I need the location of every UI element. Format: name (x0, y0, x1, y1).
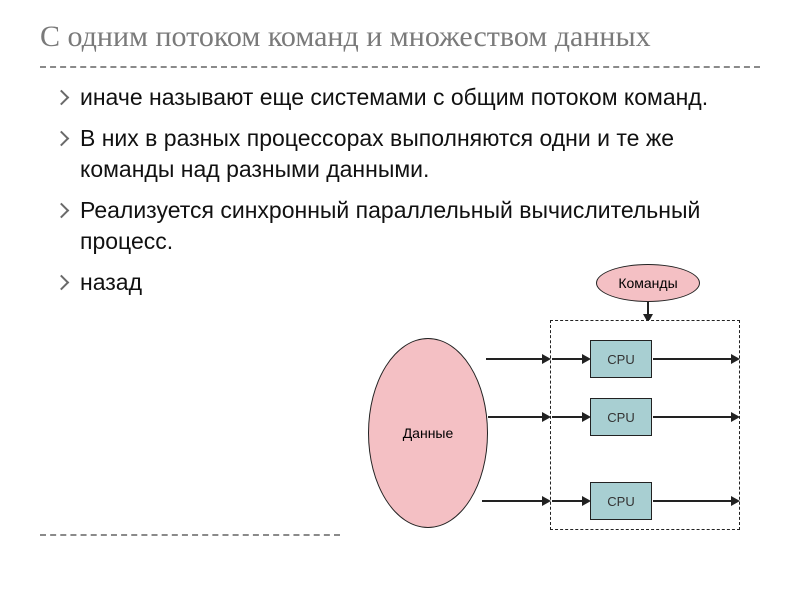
arrow-line (653, 358, 733, 360)
data-node: Данные (368, 338, 488, 528)
arrow-line (552, 358, 584, 360)
data-label: Данные (403, 425, 454, 441)
commands-node: Команды (596, 264, 700, 302)
arrow-line (653, 500, 733, 502)
cpu-box: CPU (590, 398, 652, 436)
arrow-line (482, 500, 544, 502)
arrow-head-icon (582, 412, 591, 422)
arrow-line (552, 500, 584, 502)
cpu-label: CPU (607, 494, 634, 509)
arrow-line (552, 416, 584, 418)
arrow-line (653, 416, 733, 418)
arrow-head-icon (582, 354, 591, 364)
cpu-label: CPU (607, 352, 634, 367)
footer-underline (40, 534, 340, 536)
simd-diagram: Команды Данные CPU CPU CPU (368, 260, 748, 540)
arrow-line (486, 358, 544, 360)
slide-title: С одним потоком команд и множеством данн… (0, 0, 800, 62)
arrow-line (488, 416, 544, 418)
arrow-head-icon (731, 496, 740, 506)
arrow-head-icon (542, 496, 551, 506)
commands-label: Команды (618, 275, 677, 291)
bullet-item: В них в разных процессорах выполняются о… (62, 123, 760, 185)
cpu-label: CPU (607, 410, 634, 425)
cpu-box: CPU (590, 340, 652, 378)
arrow-head-icon (582, 496, 591, 506)
bullet-item: иначе называют еще системами с общим пот… (62, 82, 760, 113)
arrow-head-icon (731, 412, 740, 422)
title-underline (40, 66, 760, 68)
bullet-item: Реализуется синхронный параллельный вычи… (62, 195, 760, 257)
arrow-head-icon (542, 354, 551, 364)
arrow-head-icon (542, 412, 551, 422)
cpu-box: CPU (590, 482, 652, 520)
arrow-head-icon (731, 354, 740, 364)
